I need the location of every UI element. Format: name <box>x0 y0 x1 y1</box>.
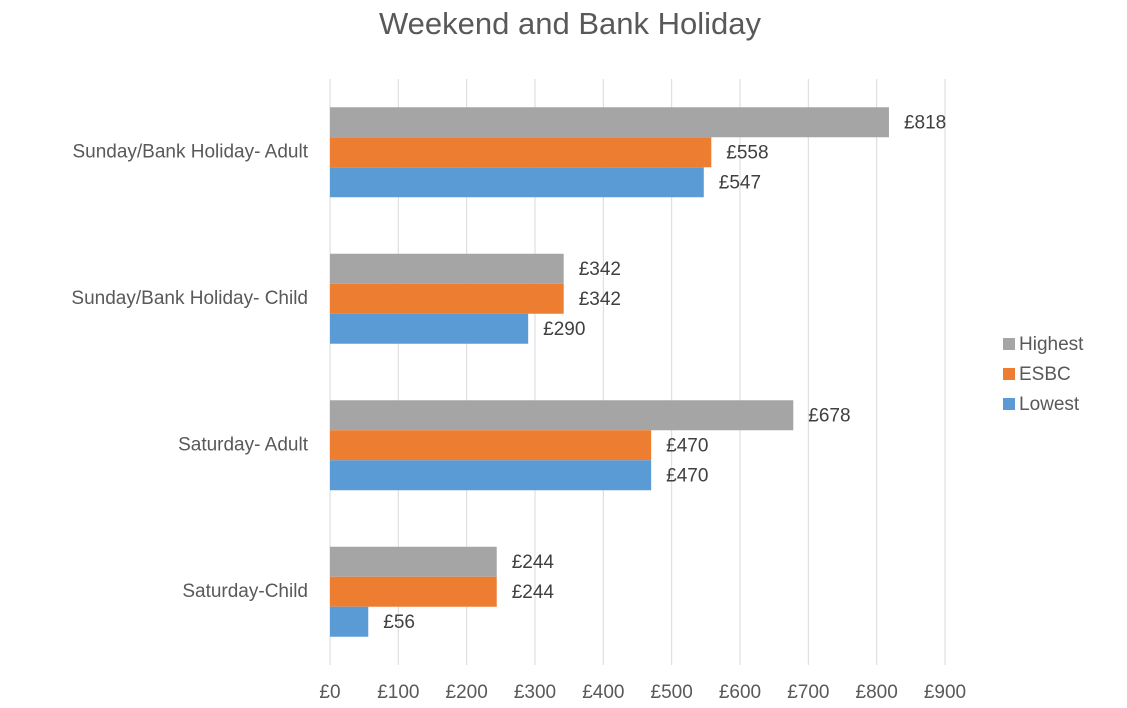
value-label: £342 <box>579 289 621 310</box>
value-label: £470 <box>666 465 708 486</box>
value-label: £558 <box>726 142 768 163</box>
legend-label: ESBC <box>1019 364 1071 385</box>
value-label: £290 <box>543 319 585 340</box>
x-tick-label: £800 <box>856 682 898 703</box>
bar <box>330 546 497 577</box>
x-tick-label: £900 <box>924 682 966 703</box>
value-label: £342 <box>579 259 621 280</box>
bar <box>330 313 529 344</box>
x-tick-label: £700 <box>787 682 829 703</box>
x-tick-label: £100 <box>377 682 419 703</box>
bar <box>330 606 369 637</box>
bar <box>330 107 889 138</box>
value-label: £818 <box>904 112 946 133</box>
x-tick-label: £0 <box>319 682 340 703</box>
value-label: £244 <box>512 552 555 573</box>
x-tick-label: £400 <box>582 682 624 703</box>
bar <box>330 283 564 314</box>
bar <box>330 460 652 491</box>
bar <box>330 400 794 431</box>
y-tick-label: Saturday- Adult <box>178 434 309 455</box>
bar <box>330 137 712 168</box>
value-label: £56 <box>383 612 415 633</box>
value-label: £547 <box>719 172 761 193</box>
chart-title: Weekend and Bank Holiday <box>379 6 762 41</box>
x-tick-label: £200 <box>446 682 488 703</box>
x-tick-label: £600 <box>719 682 761 703</box>
legend-swatch <box>1003 398 1015 410</box>
y-tick-label: Sunday/Bank Holiday- Adult <box>72 141 308 162</box>
x-tick-label: £500 <box>651 682 693 703</box>
legend-swatch <box>1003 368 1015 380</box>
bar <box>330 430 652 461</box>
legend-label: Highest <box>1019 334 1084 355</box>
bar <box>330 167 704 198</box>
value-label: £470 <box>666 435 708 456</box>
value-label: £244 <box>512 582 555 603</box>
y-tick-label: Sunday/Bank Holiday- Child <box>71 288 308 309</box>
y-tick-label: Saturday-Child <box>182 581 308 602</box>
legend-swatch <box>1003 338 1015 350</box>
legend-label: Lowest <box>1019 394 1080 415</box>
bar <box>330 576 497 607</box>
bar <box>330 253 564 284</box>
x-tick-label: £300 <box>514 682 556 703</box>
value-label: £678 <box>808 405 850 426</box>
